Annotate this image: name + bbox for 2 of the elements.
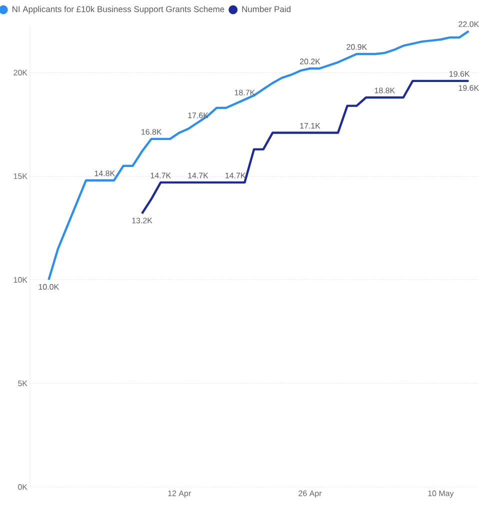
legend-label: NI Applicants for £10k Business Support Grants Scheme [12,6,224,14]
legend-label: Number Paid [242,6,290,12]
